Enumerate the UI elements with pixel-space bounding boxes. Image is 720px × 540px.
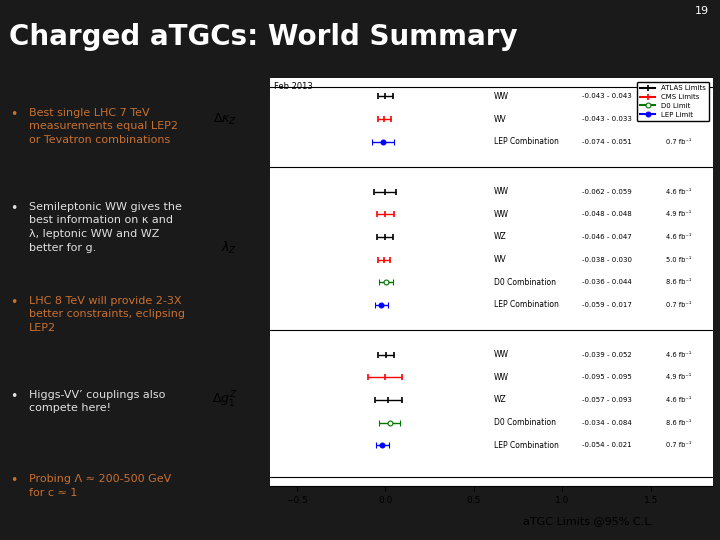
Text: -0.038 - 0.030: -0.038 - 0.030 <box>582 256 632 262</box>
Text: 8.6 fb⁻¹: 8.6 fb⁻¹ <box>666 279 692 285</box>
Text: -0.059 - 0.017: -0.059 - 0.017 <box>582 302 632 308</box>
Text: WV: WV <box>494 255 506 264</box>
Text: D0 Combination: D0 Combination <box>494 418 556 427</box>
Text: Probing Λ ≈ 200-500 GeV
for c ≈ 1: Probing Λ ≈ 200-500 GeV for c ≈ 1 <box>29 474 171 498</box>
Text: 4.6 fb⁻¹: 4.6 fb⁻¹ <box>666 397 692 403</box>
Text: 0.7 fb⁻¹: 0.7 fb⁻¹ <box>666 302 692 308</box>
Text: $\Delta\kappa_Z$: $\Delta\kappa_Z$ <box>212 112 237 126</box>
Text: -0.095 - 0.095: -0.095 - 0.095 <box>582 374 632 380</box>
Text: -0.043 - 0.043: -0.043 - 0.043 <box>582 93 632 99</box>
Text: •: • <box>11 202 18 215</box>
Text: D0 Combination: D0 Combination <box>494 278 556 287</box>
Text: 4.9 fb⁻¹: 4.9 fb⁻¹ <box>666 211 691 217</box>
Text: WZ: WZ <box>494 395 506 404</box>
Text: -0.057 - 0.093: -0.057 - 0.093 <box>582 397 632 403</box>
Text: -0.043 - 0.033: -0.043 - 0.033 <box>582 116 632 122</box>
Text: WW: WW <box>494 187 508 196</box>
Text: 4.9 fb⁻¹: 4.9 fb⁻¹ <box>666 374 691 380</box>
Text: aTGC Limits @95% C.L.: aTGC Limits @95% C.L. <box>523 516 654 526</box>
Text: $\Delta g_1^Z$: $\Delta g_1^Z$ <box>212 390 237 410</box>
Text: WV: WV <box>494 114 506 124</box>
Text: -0.048 - 0.048: -0.048 - 0.048 <box>582 211 632 217</box>
Text: -0.034 - 0.084: -0.034 - 0.084 <box>582 420 632 426</box>
Text: 4.6 fb⁻¹: 4.6 fb⁻¹ <box>666 234 692 240</box>
Text: •: • <box>11 474 18 487</box>
Legend: ATLAS Limits, CMS Limits, D0 Limit, LEP Limit: ATLAS Limits, CMS Limits, D0 Limit, LEP … <box>636 82 709 121</box>
Text: Higgs-VV’ couplings also
compete here!: Higgs-VV’ couplings also compete here! <box>29 390 166 413</box>
Text: LEP Combination: LEP Combination <box>494 441 559 450</box>
Text: WW: WW <box>494 210 508 219</box>
Text: 8.6 fb⁻¹: 8.6 fb⁻¹ <box>666 420 692 426</box>
Text: WW: WW <box>494 373 508 382</box>
Text: LHC 8 TeV will provide 2-3X
better constraints, eclipsing
LEP2: LHC 8 TeV will provide 2-3X better const… <box>29 296 185 333</box>
Text: Feb 2013: Feb 2013 <box>274 83 313 91</box>
Text: $\lambda_Z$: $\lambda_Z$ <box>221 240 237 256</box>
Text: -0.036 - 0.044: -0.036 - 0.044 <box>582 279 632 285</box>
Text: -0.046 - 0.047: -0.046 - 0.047 <box>582 234 632 240</box>
Text: 4.6 fb⁻¹: 4.6 fb⁻¹ <box>666 93 692 99</box>
Text: WW: WW <box>494 92 508 101</box>
Text: WW: WW <box>494 350 508 359</box>
Text: 0.7 fb⁻¹: 0.7 fb⁻¹ <box>666 442 692 448</box>
Text: -0.039 - 0.052: -0.039 - 0.052 <box>582 352 632 357</box>
Text: Semileptonic WW gives the
best information on κ and
λ, leptonic WW and WZ
better: Semileptonic WW gives the best informati… <box>29 202 181 253</box>
Text: WZ: WZ <box>494 232 506 241</box>
Text: •: • <box>11 296 18 309</box>
Text: LEP Combination: LEP Combination <box>494 300 559 309</box>
Text: LEP Combination: LEP Combination <box>494 137 559 146</box>
Text: •: • <box>11 390 18 403</box>
Text: 5.0 fb⁻¹: 5.0 fb⁻¹ <box>666 116 692 122</box>
Text: -0.054 - 0.021: -0.054 - 0.021 <box>582 442 631 448</box>
Text: -0.074 - 0.051: -0.074 - 0.051 <box>582 139 632 145</box>
Text: 4.6 fb⁻¹: 4.6 fb⁻¹ <box>666 188 692 194</box>
Text: 4.6 fb⁻¹: 4.6 fb⁻¹ <box>666 352 692 357</box>
Text: -0.062 - 0.059: -0.062 - 0.059 <box>582 188 632 194</box>
Text: 5.0 fb⁻¹: 5.0 fb⁻¹ <box>666 256 692 262</box>
Text: •: • <box>11 108 18 121</box>
Text: Charged aTGCs: World Summary: Charged aTGCs: World Summary <box>9 23 518 51</box>
Text: 19: 19 <box>695 5 709 16</box>
Text: Best single LHC 7 TeV
measurements equal LEP2
or Tevatron combinations: Best single LHC 7 TeV measurements equal… <box>29 108 178 145</box>
Text: 0.7 fb⁻¹: 0.7 fb⁻¹ <box>666 139 692 145</box>
